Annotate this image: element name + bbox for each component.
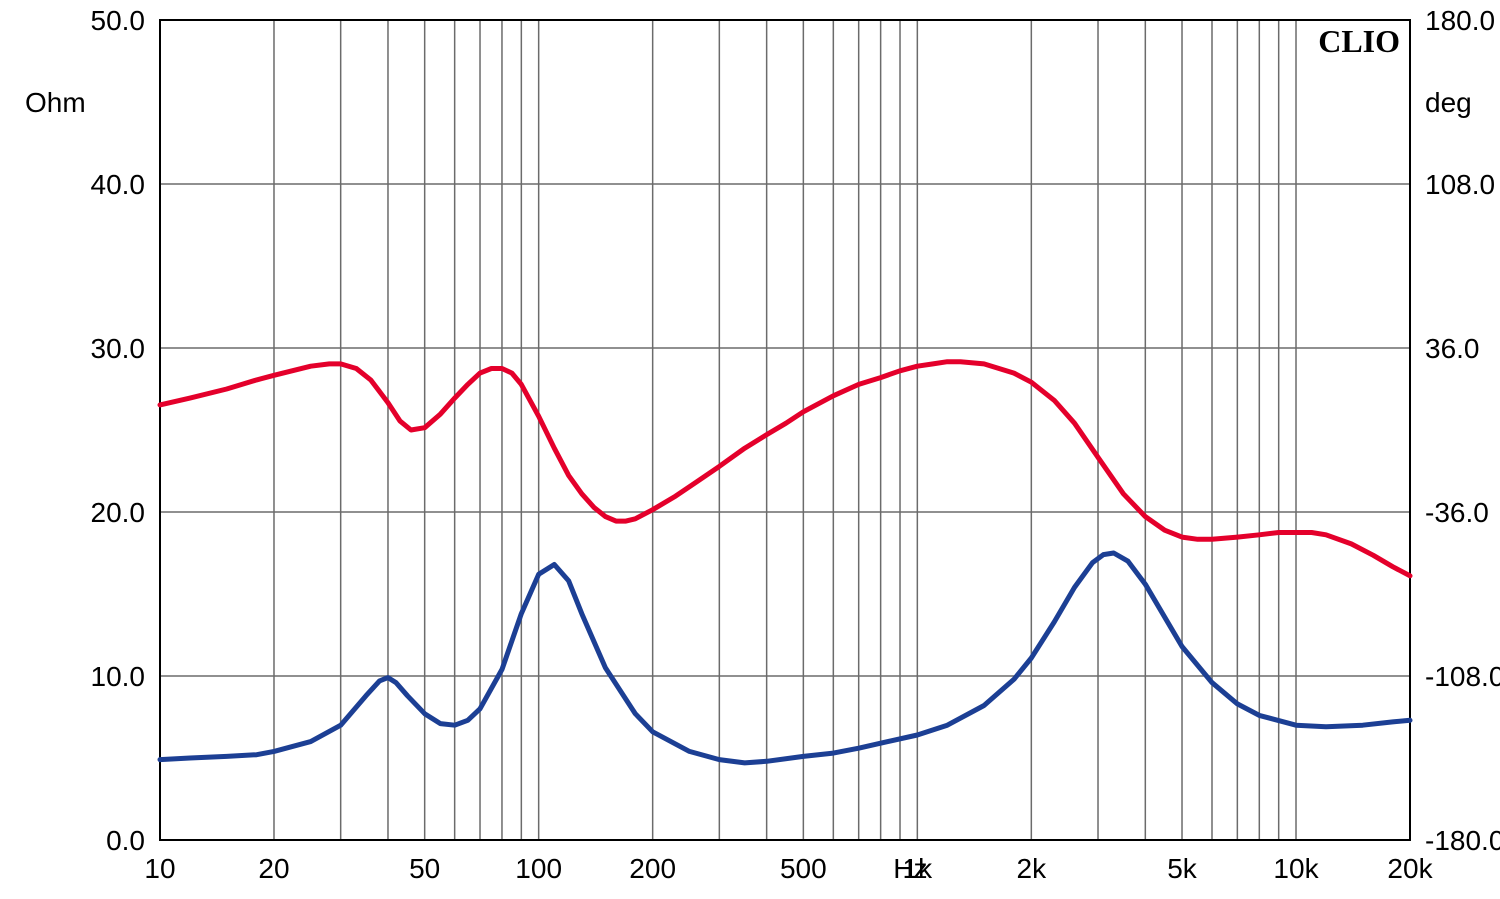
x-tick-label: 20	[258, 853, 289, 884]
x-tick-label: 200	[629, 853, 676, 884]
y-left-unit-label: Ohm	[25, 87, 86, 118]
y-left-tick-label: 10.0	[91, 661, 146, 692]
y-right-tick-label: -36.0	[1425, 497, 1489, 528]
brand-label: CLIO	[1318, 23, 1400, 59]
x-tick-label: 20k	[1387, 853, 1433, 884]
y-left-tick-label: 20.0	[91, 497, 146, 528]
y-left-tick-label: 30.0	[91, 333, 146, 364]
y-right-tick-label: -180.0	[1425, 825, 1500, 856]
y-right-tick-label: -108.0	[1425, 661, 1500, 692]
x-tick-label: 5k	[1167, 853, 1198, 884]
impedance-phase-chart: 0.0 10.0 20.0 30.0 40.0 50.0 -180.0 -108.0 -36.0…	[0, 0, 1500, 899]
y-right-tick-label: 108.0	[1425, 169, 1495, 200]
x-unit-label: Hz	[893, 853, 927, 884]
y-right-tick-label: 180.0	[1425, 5, 1495, 36]
x-tick-label: 2k	[1017, 853, 1048, 884]
y-right-tick-label: 36.0	[1425, 333, 1480, 364]
x-tick-label: 10k	[1273, 853, 1319, 884]
y-left-tick-label: 50.0	[91, 5, 146, 36]
x-tick-label: 50	[409, 853, 440, 884]
x-tick-label: 100	[515, 853, 562, 884]
chart-svg: 0.0 10.0 20.0 30.0 40.0 50.0 -180.0 -108.0 -36.0…	[0, 0, 1500, 899]
x-tick-label: 10	[144, 853, 175, 884]
y-right-unit-label: deg	[1425, 87, 1472, 118]
y-left-tick-label: 40.0	[91, 169, 146, 200]
x-tick-label: 500	[780, 853, 827, 884]
y-left-tick-label: 0.0	[106, 825, 145, 856]
